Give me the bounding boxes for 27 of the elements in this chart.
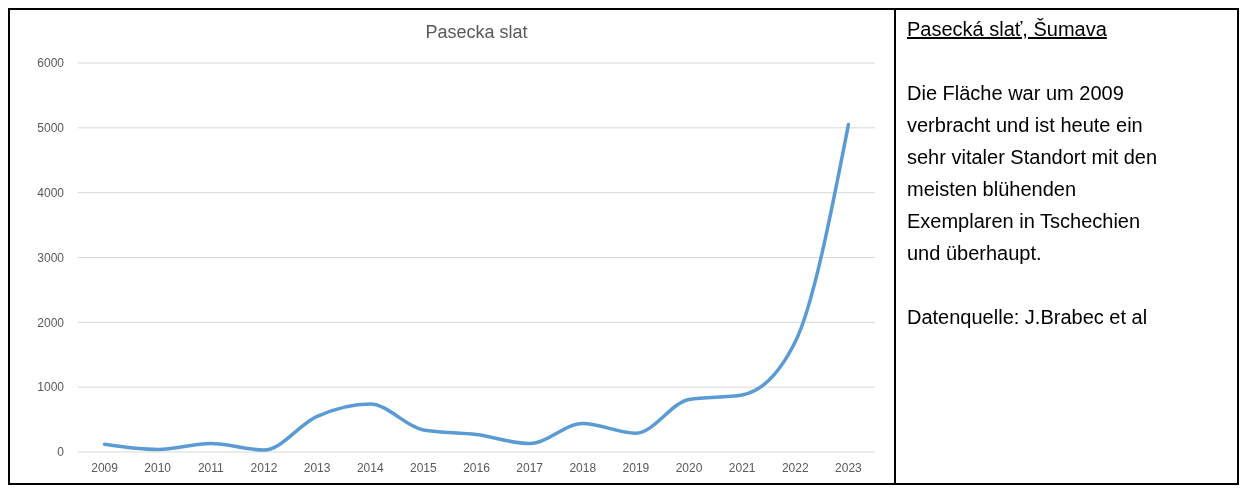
x-tick-label: 2010: [144, 461, 172, 475]
y-tick-label: 1000: [37, 380, 65, 395]
y-tick-label: 4000: [37, 185, 65, 200]
text: Datenquelle: J.Brabec et al: [907, 306, 1148, 328]
x-tick-label: 2013: [303, 461, 331, 475]
text: Die Fläche war um 2009 verbracht und ist heute ein sehr vitaler Standort mit den meisten blühenden Exemplaren in Tschechien und überhaupt.: [907, 82, 1158, 264]
x-tick-label: 2009: [91, 461, 119, 475]
x-tick-label: 2019: [622, 461, 650, 475]
x-tick-label: 2011: [197, 461, 225, 475]
x-tick-label: 2016: [463, 461, 491, 475]
y-tick-label: 0: [57, 445, 65, 460]
x-tick-label: 2014: [356, 461, 384, 475]
x-tick-label: 2012: [250, 461, 278, 475]
text: Pasecká slať, Šumava: [907, 18, 1108, 40]
line-series: [102, 122, 851, 452]
chart-title: Pasecka slat: [425, 22, 528, 42]
x-tick-label: 2015: [410, 461, 438, 475]
y-tick-label: 6000: [37, 56, 65, 71]
x-tick-label: 2021: [728, 461, 756, 475]
x-tick-label: 2017: [516, 461, 544, 475]
x-tick-label: 2020: [675, 461, 703, 475]
x-tick-label: 2023: [835, 461, 863, 475]
y-tick-label: 3000: [37, 250, 65, 265]
x-tick-label: 2018: [569, 461, 597, 475]
y-tick-label: 5000: [37, 121, 65, 136]
y-tick-label: 2000: [37, 315, 65, 330]
x-tick-label: 2022: [781, 461, 809, 475]
